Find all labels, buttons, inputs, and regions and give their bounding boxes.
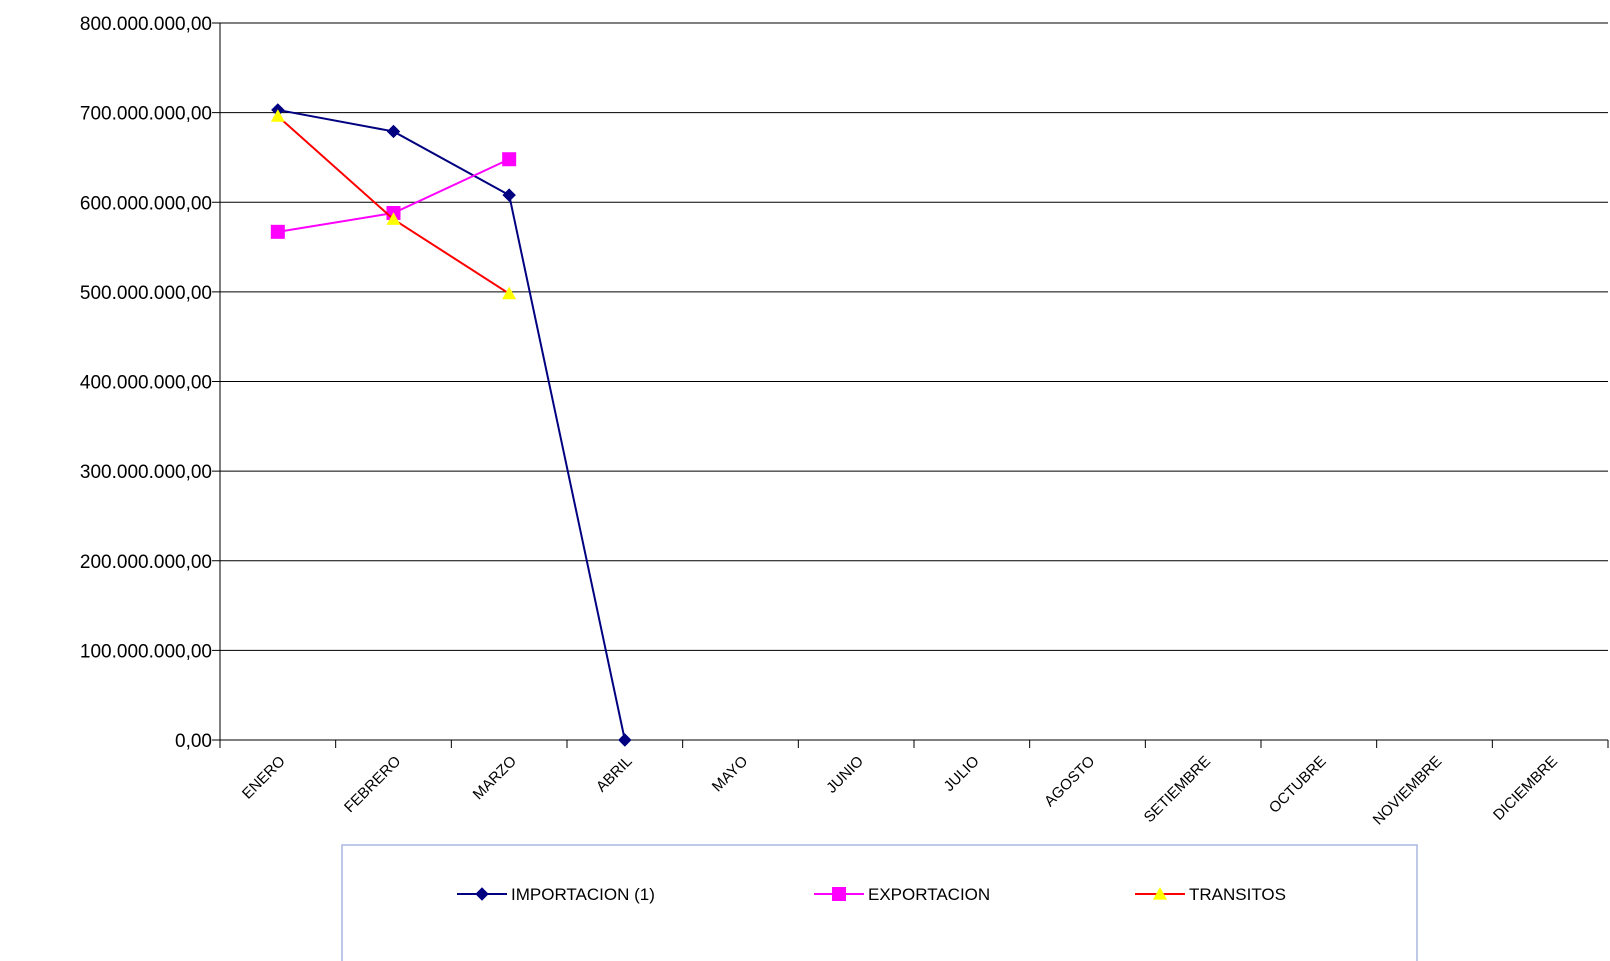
- legend-label: EXPORTACION: [868, 885, 990, 904]
- y-tick-label: 300.000.000,00: [80, 462, 212, 483]
- y-tick-label: 400.000.000,00: [80, 373, 212, 394]
- legend-item: TRANSITOS: [1135, 885, 1286, 904]
- legend-swatch-marker: [475, 887, 489, 901]
- y-tick-label: 800.000.000,00: [80, 14, 212, 35]
- x-tick-label: MAYO: [709, 753, 751, 795]
- data-point: [618, 733, 632, 747]
- y-tick-label: 100.000.000,00: [80, 641, 212, 662]
- series-line: [277, 115, 510, 295]
- x-tick-label: NOVIEMBRE: [1370, 753, 1446, 829]
- series-1: [270, 152, 517, 239]
- x-tick-label: ENERO: [239, 753, 289, 803]
- legend-label: TRANSITOS: [1189, 885, 1286, 904]
- x-tick-label: SETIEMBRE: [1141, 753, 1214, 826]
- x-tick-label: ABRIL: [593, 753, 636, 796]
- legend: IMPORTACION (1) EXPORTACION TRANSITOS: [341, 844, 1418, 961]
- grid-lines: [220, 22, 1608, 651]
- legend-box: [341, 844, 1418, 961]
- data-point: [270, 224, 285, 239]
- series-layer: [270, 103, 632, 747]
- x-tick-label: DICIEMBRE: [1490, 753, 1561, 824]
- data-point: [502, 286, 517, 300]
- y-tick-label: 0,00: [175, 731, 212, 752]
- y-tick-label: 200.000.000,00: [80, 552, 212, 573]
- x-axis: ENERO FEBRERO MARZO ABRIL MAYO JUNIO JULIO AGOS…: [219, 739, 1609, 829]
- legend-swatch-marker: [832, 887, 846, 901]
- data-point: [502, 188, 516, 202]
- data-point: [386, 124, 401, 139]
- series-2: [270, 109, 517, 300]
- legend-item: EXPORTACION: [814, 885, 990, 904]
- x-tick-label: JULIO: [941, 753, 983, 795]
- y-tick-label: 600.000.000,00: [80, 193, 212, 214]
- x-tick-label: MARZO: [470, 753, 520, 803]
- legend-item: IMPORTACION (1): [457, 885, 655, 904]
- y-axis: 0,00 100.000.000,00 200.000.000,00 300.000.…: [80, 14, 221, 752]
- data-point: [270, 109, 285, 122]
- x-tick-label: JUNIO: [823, 753, 867, 797]
- data-point: [502, 152, 517, 167]
- x-tick-label: FEBRERO: [341, 753, 404, 816]
- legend-label: IMPORTACION (1): [511, 885, 655, 904]
- x-tick-label: AGOSTO: [1041, 753, 1098, 810]
- series-0: [271, 103, 632, 747]
- data-point: [386, 212, 401, 225]
- legend-swatch-marker: [1153, 887, 1167, 900]
- y-tick-label: 700.000.000,00: [80, 104, 212, 125]
- y-tick-label: 500.000.000,00: [80, 283, 212, 304]
- x-tick-label: OCTUBRE: [1266, 753, 1330, 817]
- series-line: [277, 108, 626, 741]
